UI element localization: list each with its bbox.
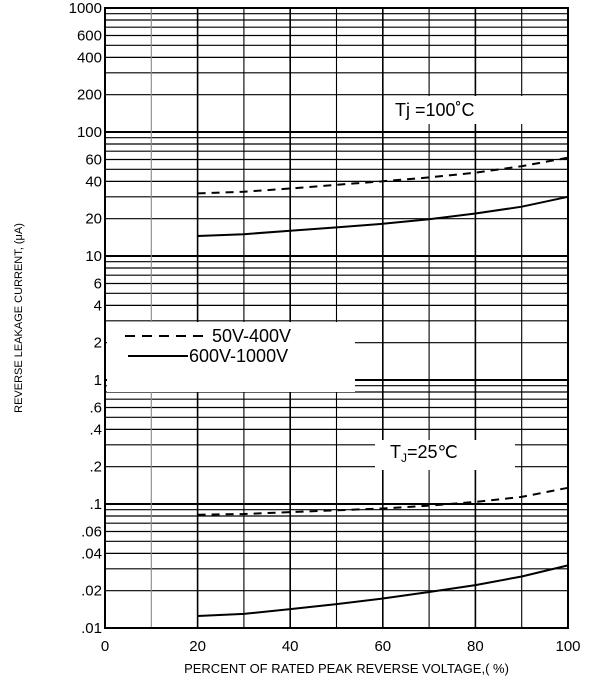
x-tick-label: 40 bbox=[282, 638, 299, 655]
legend-label: 600V-1000V bbox=[189, 346, 288, 366]
y-tick-label: 1000 bbox=[69, 0, 102, 17]
y-tick-label: .6 bbox=[89, 400, 102, 417]
annotation-sub: J bbox=[401, 451, 407, 465]
y-tick-label: 10 bbox=[85, 248, 102, 265]
series-lines bbox=[197, 156, 569, 617]
y-tick-label: .4 bbox=[89, 421, 102, 438]
y-tick-label: .04 bbox=[81, 545, 102, 562]
y-tick-label: 4 bbox=[94, 297, 102, 314]
y-tick-label: 6 bbox=[94, 276, 102, 293]
annotation-bg bbox=[388, 96, 538, 124]
series-line-solid-1 bbox=[197, 195, 569, 237]
y-tick-labels: 1000 600 400 200 100 60 40 20 10 6 4 2 1 .6 .4 .2 .1 .06.… bbox=[69, 0, 102, 637]
y-tick-label: 60 bbox=[85, 152, 102, 169]
y-tick-label: 2 bbox=[94, 335, 102, 352]
annotation-bg bbox=[375, 440, 515, 470]
y-tick-label: .02 bbox=[81, 583, 102, 600]
y-tick-label: .2 bbox=[89, 459, 102, 476]
annotations: Tj =100˚C TJ=25℃ bbox=[375, 96, 538, 470]
y-tick-label: 400 bbox=[77, 49, 102, 66]
y-tick-label: 100 bbox=[77, 124, 102, 141]
y-tick-label: 20 bbox=[85, 211, 102, 228]
annotation-tj-25: TJ=25℃ bbox=[390, 442, 458, 465]
y-tick-label: 40 bbox=[85, 173, 102, 190]
x-tick-label: 100 bbox=[555, 638, 580, 655]
plot-frame bbox=[104, 7, 569, 629]
x-axis-label: PERCENT OF RATED PEAK REVERSE VOLTAGE,( … bbox=[184, 661, 509, 676]
y-tick-label: 200 bbox=[77, 87, 102, 104]
y-tick-label: .06 bbox=[81, 524, 102, 541]
annotation-tj-100: Tj =100˚C bbox=[395, 100, 475, 120]
y-tick-label: .1 bbox=[89, 496, 102, 513]
y-tick-label: 600 bbox=[77, 28, 102, 45]
x-tick-labels: 0 20 40 60 80 100 bbox=[101, 638, 581, 655]
x-tick-label: 0 bbox=[101, 638, 109, 655]
series-line-solid-3 bbox=[197, 564, 569, 617]
series-line-dashed-2 bbox=[197, 486, 569, 516]
series-line-dashed-0 bbox=[197, 156, 569, 195]
y-tick-label: 1 bbox=[94, 372, 102, 389]
x-tick-label: 80 bbox=[467, 638, 484, 655]
x-tick-label: 60 bbox=[374, 638, 391, 655]
legend-label: 50V-400V bbox=[212, 326, 291, 346]
annotation-rest: =25℃ bbox=[407, 442, 458, 462]
annotation-t: T bbox=[390, 442, 401, 462]
y-tick-label: .01 bbox=[81, 620, 102, 637]
x-tick-label: 20 bbox=[189, 638, 206, 655]
y-axis-label: REVERSE LEAKAGE CURRENT, (μA) bbox=[13, 223, 25, 413]
